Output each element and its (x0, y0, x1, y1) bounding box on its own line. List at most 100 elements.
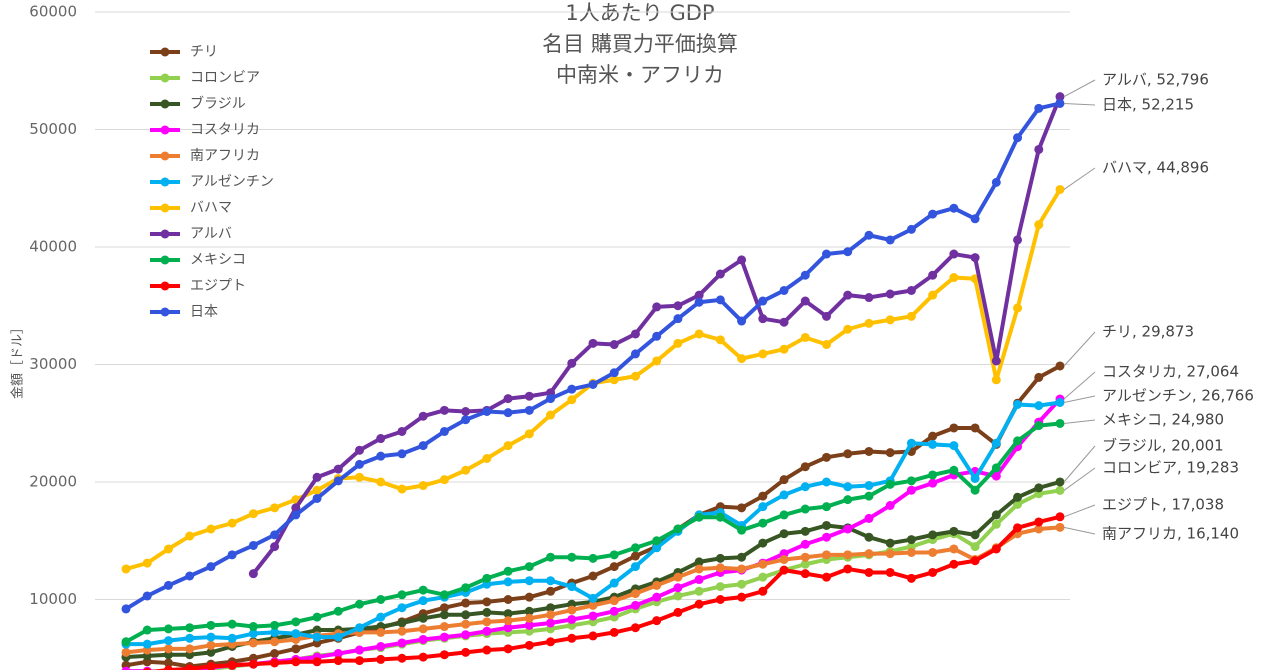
data-point (885, 549, 895, 559)
data-point (333, 464, 343, 474)
data-label: バハマ, 44,896 (1102, 159, 1209, 177)
data-point (503, 623, 513, 633)
data-point (567, 358, 577, 368)
legend-label: メキシコ (190, 252, 246, 268)
data-point (333, 649, 343, 659)
data-point (227, 550, 237, 560)
data-point (822, 550, 831, 560)
data-point (439, 650, 449, 660)
data-point (885, 501, 895, 510)
data-point (737, 592, 747, 602)
legend-dot (160, 99, 170, 109)
data-point (779, 490, 789, 500)
data-point (567, 614, 577, 624)
data-point (737, 579, 747, 589)
data-point (843, 482, 853, 492)
data-point (864, 230, 874, 240)
data-point (673, 591, 683, 601)
data-point (609, 578, 619, 588)
data-point (588, 553, 598, 563)
legend-label: 日本 (190, 304, 218, 320)
data-point (439, 590, 449, 600)
data-point (694, 329, 704, 339)
legend-label: ブラジル (190, 95, 246, 112)
legend-dot (160, 125, 170, 135)
data-point (630, 371, 640, 381)
data-point (418, 652, 428, 662)
data-point (928, 530, 938, 540)
data-point (970, 542, 980, 552)
data-point (949, 544, 959, 554)
data-point (864, 532, 874, 542)
data-point (864, 491, 874, 501)
data-point (482, 597, 492, 607)
data-point (397, 590, 407, 600)
data-point (503, 394, 513, 404)
data-point (673, 314, 683, 324)
data-point (121, 604, 131, 614)
data-point (715, 553, 725, 563)
data-point (439, 426, 449, 436)
data-point (185, 633, 195, 643)
legend-dot (160, 229, 170, 239)
leader-line (1063, 79, 1096, 98)
y-tick-label: 40000 (29, 238, 77, 256)
plot-area (121, 92, 1065, 670)
data-point (906, 224, 916, 234)
data-point (121, 637, 131, 647)
data-point (588, 611, 598, 621)
data-point (991, 463, 1001, 473)
data-label: メキシコ, 24,980 (1102, 411, 1224, 429)
data-point (503, 441, 513, 451)
data-point (524, 576, 534, 586)
data-point (737, 564, 747, 574)
data-point (439, 610, 449, 620)
data-point (1013, 436, 1023, 446)
leader-line (1063, 331, 1096, 367)
data-point (991, 375, 1001, 385)
data-point (800, 504, 810, 514)
data-point (418, 585, 428, 595)
data-point (312, 485, 322, 495)
data-point (355, 623, 364, 633)
data-label: 日本, 52,215 (1102, 96, 1194, 114)
leader-line (1063, 504, 1096, 518)
data-point (291, 629, 301, 639)
data-point (737, 503, 747, 513)
data-label: アルバ, 52,796 (1102, 71, 1209, 89)
data-point (482, 607, 492, 617)
legend-label: チリ (190, 44, 218, 60)
data-point (885, 448, 895, 458)
data-point (1013, 499, 1023, 509)
data-point (1013, 399, 1023, 409)
data-point (822, 452, 831, 462)
data-point (397, 626, 407, 636)
data-point (461, 610, 471, 620)
data-point (546, 576, 556, 586)
data-point (864, 318, 874, 328)
data-point (355, 599, 364, 609)
data-point (546, 618, 556, 628)
data-point (779, 555, 789, 565)
data-point (397, 653, 407, 663)
data-point (630, 562, 640, 572)
data-point (758, 572, 768, 582)
data-point (482, 454, 492, 463)
data-point (312, 493, 322, 503)
data-point (970, 253, 980, 263)
data-point (1034, 421, 1044, 431)
data-point (397, 449, 407, 459)
data-point (609, 375, 619, 385)
data-point (206, 632, 216, 642)
data-point (949, 423, 959, 433)
data-point (376, 612, 386, 622)
data-point (949, 441, 959, 451)
data-point (376, 642, 386, 651)
data-point (1055, 512, 1065, 522)
data-point (270, 637, 280, 647)
data-point (652, 592, 662, 602)
data-point (333, 476, 343, 486)
data-point (312, 632, 322, 642)
data-point (609, 368, 619, 378)
